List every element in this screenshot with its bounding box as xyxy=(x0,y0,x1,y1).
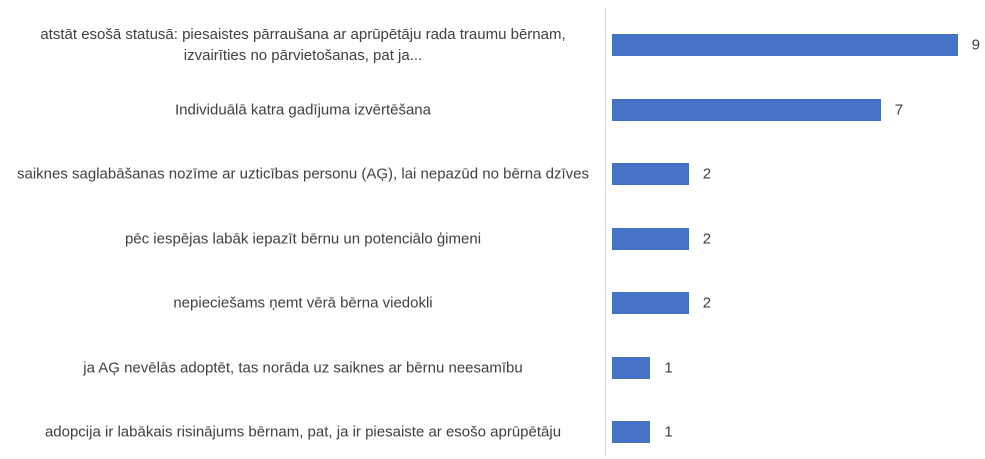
bar xyxy=(612,292,689,314)
data-label: 1 xyxy=(664,423,673,441)
bar xyxy=(612,98,881,121)
category-label: pēc iespējas labāk iepazīt bērnu un pote… xyxy=(124,230,482,247)
bar xyxy=(612,163,689,185)
category-axis xyxy=(605,8,606,456)
data-label: 1 xyxy=(664,359,673,376)
category-label: adopcija ir labākais risinājums bērnam, … xyxy=(44,423,562,441)
category-label: saiknes saglabāšanas nozīme ar uzticības… xyxy=(17,165,589,183)
bar xyxy=(612,34,958,56)
bar xyxy=(612,421,651,443)
data-label: 2 xyxy=(702,230,712,247)
data-label: 7 xyxy=(894,101,904,118)
category-label: Individuālā katra gadījuma izvērtēšana xyxy=(175,101,431,118)
bar xyxy=(612,356,651,379)
data-label: 2 xyxy=(702,165,712,183)
bar xyxy=(612,227,689,250)
category-label: ja AĢ nevēlās adoptēt, tas norāda uz sai… xyxy=(83,359,523,376)
data-label: 9 xyxy=(971,36,980,54)
category-label: nepieciešams ņemt vērā bērna viedokli xyxy=(173,294,433,312)
category-label: atstāt esošā statusā: piesaistes pārrauš… xyxy=(40,26,566,64)
data-label: 2 xyxy=(702,294,712,312)
